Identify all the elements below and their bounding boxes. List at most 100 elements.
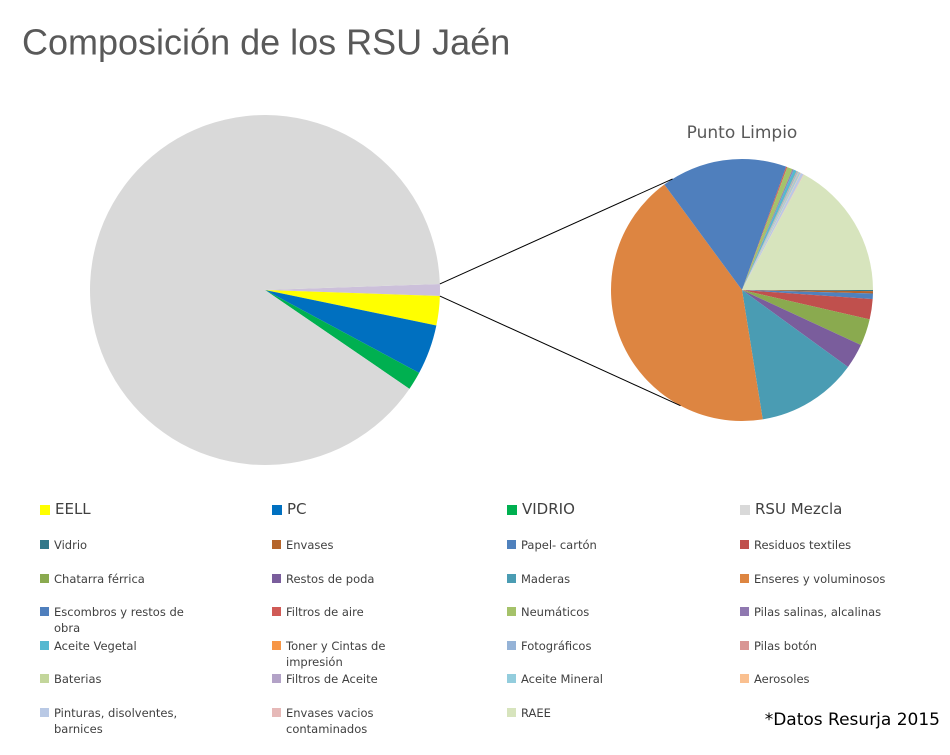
legend-label: Filtros de aire — [286, 605, 364, 619]
sub-pie-slice — [742, 169, 794, 290]
legend-label: Vidrio — [54, 538, 88, 552]
legend-label: Filtros de Aceite — [286, 672, 378, 686]
legend-swatch — [40, 573, 49, 583]
legend-swatch — [740, 505, 750, 515]
legend-swatch — [272, 674, 281, 683]
legend-swatch — [272, 573, 281, 583]
sub-pie-slice — [742, 172, 801, 290]
connector-line — [439, 295, 681, 407]
legend-swatch — [507, 573, 516, 583]
legend-swatch — [40, 505, 50, 515]
legend-entry: Pilas salinas, alcalinas — [740, 604, 904, 620]
legend-swatch — [272, 640, 281, 650]
legend-swatch — [740, 674, 749, 683]
legend-entry: Envases — [272, 537, 436, 553]
legend-swatch — [40, 607, 49, 616]
sub-pie-slice — [742, 170, 798, 290]
legend-swatch — [507, 540, 516, 549]
legend-label: Residuos textiles — [754, 538, 852, 552]
legend-label: Papel- cartón — [521, 538, 597, 552]
legend-entry: Vidrio — [40, 537, 204, 553]
legend-label: Neumáticos — [521, 605, 590, 619]
sub-pie-slice — [742, 290, 849, 420]
sub-pie-slice — [742, 171, 799, 290]
legend-swatch — [740, 640, 749, 650]
legend-label: Fotográficos — [521, 638, 592, 653]
chart-title: Composición de los RSU Jaén — [22, 22, 510, 63]
sub-pie-slice — [742, 172, 801, 290]
legend-entry: PC — [272, 501, 437, 517]
sub-pie-slice — [742, 171, 799, 290]
legend-label: Toner y Cintas de impresión — [286, 638, 386, 669]
sub-pie-slice — [742, 172, 800, 290]
connector-line — [439, 178, 673, 285]
legend-entry: Envases vacios contaminados — [272, 705, 436, 737]
legend-swatch — [740, 607, 749, 616]
legend-entry: Filtros de aire — [272, 604, 436, 620]
legend-entry: Pinturas, disolventes, barnices — [40, 705, 204, 737]
legend-entry: Neumáticos — [507, 604, 671, 620]
legend-label: Baterias — [54, 672, 102, 686]
legend-swatch — [40, 707, 49, 717]
legend-swatch — [40, 640, 49, 650]
legend-entry: Maderas — [507, 571, 671, 587]
sub-pie-slice — [742, 290, 873, 320]
legend-entry: Aerosoles — [740, 671, 904, 687]
legend-label: RSU Mezcla — [755, 500, 843, 518]
legend-label: Aceite Vegetal — [54, 638, 137, 653]
legend-entry: RAEE — [507, 705, 671, 721]
sub-pie-slice — [611, 184, 763, 421]
sub-pie-slice — [742, 169, 797, 290]
legend-swatch — [507, 707, 516, 717]
sub-pie-slice — [742, 166, 788, 290]
legend-entry: Residuos textiles — [740, 537, 904, 553]
legend-entry: Escombros y restos de obra — [40, 604, 204, 636]
legend-entry: EELL — [40, 501, 205, 517]
legend-entry: Aceite Vegetal — [40, 638, 204, 654]
legend-entry: Toner y Cintas de impresión — [272, 638, 436, 670]
sub-pie-slice — [742, 290, 873, 300]
legend-label: Aerosoles — [754, 672, 810, 686]
legend-entry: Pilas botón — [740, 638, 904, 654]
legend-label: PC — [287, 500, 307, 518]
legend-label: Enseres y voluminosos — [754, 571, 886, 586]
legend-label: Maderas — [521, 571, 571, 586]
legend-entry: Papel- cartón — [507, 537, 671, 553]
legend-entry: Enseres y voluminosos — [740, 571, 904, 587]
sub-pie-slice — [742, 290, 870, 346]
legend-label: Pinturas, disolventes, barnices — [54, 705, 178, 736]
pie-slice — [265, 290, 437, 373]
legend-label: Envases vacios contaminados — [286, 705, 374, 736]
sub-pie-slice — [742, 174, 873, 290]
legend-swatch — [507, 674, 516, 683]
legend-swatch — [272, 505, 282, 515]
legend-swatch — [272, 607, 281, 616]
pie-slice — [265, 290, 420, 389]
legend-label: Envases — [286, 538, 334, 552]
sub-pie-slice — [742, 174, 804, 290]
footnote: *Datos Resurja 2015 — [765, 710, 940, 730]
sub-pie-slice — [742, 290, 873, 292]
legend-label: Aceite Mineral — [521, 672, 603, 686]
sub-pie-slice — [742, 172, 804, 290]
legend-entry: Fotográficos — [507, 638, 671, 654]
legend-entry: Filtros de Aceite — [272, 671, 436, 687]
pie-slice — [89, 114, 440, 465]
legend-label: Escombros y restos de obra — [54, 605, 184, 635]
sub-pie-slice — [742, 171, 799, 290]
legend-label: EELL — [55, 500, 91, 518]
legend-entry: RSU Mezcla — [740, 501, 905, 517]
legend-swatch — [40, 674, 49, 683]
sub-pie-slice — [742, 290, 873, 294]
legend-swatch — [40, 540, 49, 549]
legend-entry: Restos de poda — [272, 571, 436, 587]
sub-pie-slice — [742, 167, 793, 290]
legend-label: Chatarra férrica — [54, 571, 145, 586]
legend-label: RAEE — [521, 705, 551, 720]
sub-pie-title: Punto Limpio — [687, 123, 798, 143]
legend-label: Restos de poda — [286, 571, 375, 586]
legend-swatch — [507, 640, 516, 650]
legend-swatch — [740, 540, 749, 549]
